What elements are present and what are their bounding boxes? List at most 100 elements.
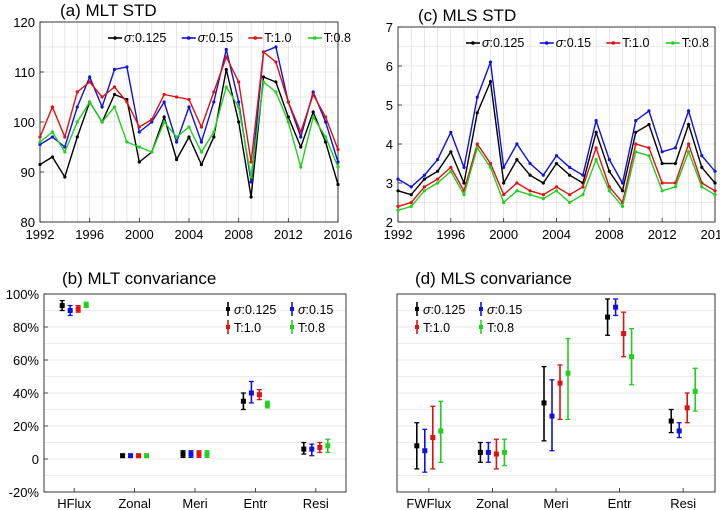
legend-marker bbox=[113, 36, 117, 40]
data-point bbox=[100, 120, 104, 124]
data-point bbox=[88, 75, 92, 79]
data-point bbox=[488, 161, 493, 166]
data-point bbox=[528, 173, 532, 177]
data-point bbox=[668, 418, 674, 424]
panel-title: (d) MLS convariance bbox=[415, 269, 572, 288]
data-point bbox=[673, 146, 677, 150]
data-point bbox=[422, 177, 427, 181]
y-tick-label: -20% bbox=[9, 485, 40, 500]
data-point bbox=[299, 145, 303, 149]
legend-marker bbox=[479, 307, 483, 311]
data-point bbox=[502, 200, 506, 205]
data-point bbox=[88, 80, 92, 84]
data-point bbox=[449, 130, 453, 134]
data-point bbox=[700, 185, 704, 189]
legend-label: T:1.0 bbox=[423, 321, 450, 335]
data-point bbox=[515, 181, 519, 185]
data-point bbox=[700, 154, 704, 158]
data-point bbox=[713, 193, 717, 197]
data-point bbox=[311, 115, 315, 119]
data-point bbox=[75, 306, 81, 312]
data-point bbox=[249, 195, 253, 199]
data-point bbox=[75, 135, 79, 139]
legend-label: T:1.0 bbox=[622, 36, 649, 50]
data-point bbox=[162, 92, 166, 97]
data-point bbox=[256, 392, 262, 398]
legend: σ:0.125 σ:0.15 T:1.0 T:0.8 bbox=[466, 36, 709, 50]
data-point bbox=[162, 120, 166, 124]
data-point bbox=[187, 125, 191, 129]
data-point bbox=[686, 150, 691, 154]
data-point bbox=[188, 451, 194, 457]
data-point bbox=[63, 175, 67, 179]
data-point bbox=[323, 120, 328, 124]
data-point bbox=[286, 100, 290, 104]
data-point bbox=[660, 150, 664, 154]
data-point bbox=[554, 161, 559, 166]
data-point bbox=[647, 122, 651, 127]
data-point bbox=[162, 100, 166, 104]
data-point bbox=[634, 130, 638, 134]
data-point bbox=[100, 95, 104, 99]
data-point bbox=[50, 105, 55, 109]
y-tick-label: 60% bbox=[13, 353, 39, 368]
data-point bbox=[581, 185, 585, 189]
legend-label: σ:0.15 bbox=[298, 303, 333, 317]
legend-marker bbox=[290, 325, 294, 329]
data-point bbox=[112, 85, 117, 89]
data-point bbox=[249, 160, 253, 164]
data-point bbox=[323, 135, 328, 139]
data-point bbox=[565, 370, 571, 376]
data-point bbox=[50, 135, 55, 139]
panel-d: FWFlux Zonal Meri Entr Resiσ:0.125T:1.0σ:0.1… bbox=[396, 269, 716, 510]
data-point bbox=[422, 189, 427, 193]
y-tick-label: 80 bbox=[21, 215, 35, 230]
data-point bbox=[713, 169, 717, 173]
data-point bbox=[475, 146, 479, 150]
data-point bbox=[286, 115, 290, 119]
data-point bbox=[212, 90, 216, 94]
data-point bbox=[261, 50, 266, 54]
x-tick-label: 2016 bbox=[701, 227, 720, 242]
data-point bbox=[541, 400, 547, 406]
data-point bbox=[63, 150, 67, 154]
data-point bbox=[430, 435, 436, 441]
y-tick-label: 120 bbox=[13, 15, 35, 30]
data-point bbox=[128, 453, 134, 459]
data-point bbox=[187, 105, 191, 109]
data-point bbox=[50, 130, 55, 134]
data-point bbox=[125, 100, 129, 104]
data-point bbox=[112, 67, 117, 72]
x-tick-label: Entr bbox=[608, 496, 633, 510]
data-point bbox=[63, 135, 67, 139]
data-point bbox=[396, 189, 400, 193]
data-point bbox=[112, 105, 117, 109]
data-point bbox=[120, 453, 126, 459]
data-point bbox=[515, 189, 519, 193]
panel-title: (c) MLS STD bbox=[418, 6, 516, 25]
data-point bbox=[237, 100, 241, 104]
data-point bbox=[75, 105, 79, 109]
data-point bbox=[541, 173, 545, 177]
data-point bbox=[274, 60, 278, 64]
x-tick-label: 2012 bbox=[648, 227, 677, 242]
panel-title: (b) MLT convariance bbox=[62, 269, 216, 288]
data-point bbox=[477, 449, 483, 455]
legend-label: T:1.0 bbox=[234, 321, 261, 335]
data-point bbox=[309, 446, 315, 452]
data-point bbox=[38, 162, 42, 167]
data-point bbox=[438, 428, 444, 434]
data-point bbox=[475, 111, 479, 115]
data-point bbox=[594, 130, 598, 134]
data-point bbox=[449, 150, 453, 154]
y-tick-label: 100% bbox=[6, 287, 40, 302]
data-point bbox=[204, 451, 210, 457]
data-point bbox=[212, 135, 216, 139]
data-point bbox=[568, 165, 572, 169]
data-point bbox=[249, 180, 253, 184]
data-point bbox=[212, 130, 216, 134]
data-point bbox=[541, 181, 545, 185]
legend: σ:0.125 σ:0.15 T:1.0 T:0.8 bbox=[108, 31, 351, 45]
data-point bbox=[67, 308, 73, 313]
data-point bbox=[286, 120, 290, 124]
